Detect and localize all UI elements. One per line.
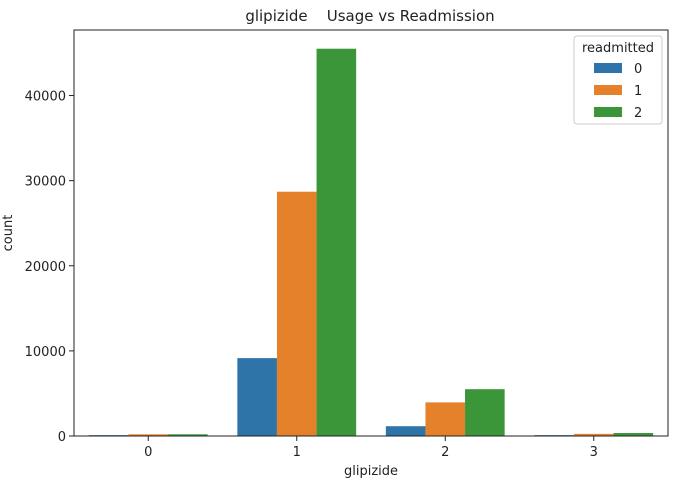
y-tick-label: 30000 [25,175,66,190]
bar-1-readmitted-1 [276,191,317,436]
legend-label-0: 0 [634,62,642,77]
bars-group [88,48,654,436]
bar-1-readmitted-2 [316,48,357,436]
legend-swatch-1 [594,85,622,95]
legend-label-1: 1 [634,84,642,99]
x-tick-label: 1 [293,445,301,460]
plot-frame [73,29,669,437]
bar-2-readmitted-2 [465,389,505,436]
x-tick-label: 0 [144,445,152,460]
legend-swatch-2 [594,107,622,117]
y-tick-label: 20000 [25,260,66,275]
legend: readmitted 0 1 2 [573,35,663,125]
y-axis-label: count [1,215,16,252]
legend-label-2: 2 [634,106,642,121]
legend-box [573,35,663,125]
bar-0-readmitted-2 [168,434,208,436]
y-axis: 0 10000 20000 30000 40000 [25,90,74,445]
y-tick-label: 40000 [25,90,66,105]
bar-2-readmitted-0 [385,426,426,436]
y-tick-label: 0 [58,430,66,445]
chart-title: glipizide Usage vs Readmission [245,7,494,25]
bar-1-readmitted-0 [237,358,277,436]
x-axis-label: glipizide [344,464,398,479]
legend-title: readmitted [582,41,654,56]
bar-3-readmitted-1 [573,433,614,436]
legend-swatch-0 [594,63,622,73]
x-tick-label: 3 [590,445,598,460]
bar-0-readmitted-1 [128,434,169,436]
y-tick-label: 10000 [25,345,66,360]
bar-2-readmitted-1 [425,402,466,436]
bar-3-readmitted-2 [613,433,654,436]
x-tick-label: 2 [441,445,449,460]
x-axis: 0 1 2 3 [144,436,598,460]
